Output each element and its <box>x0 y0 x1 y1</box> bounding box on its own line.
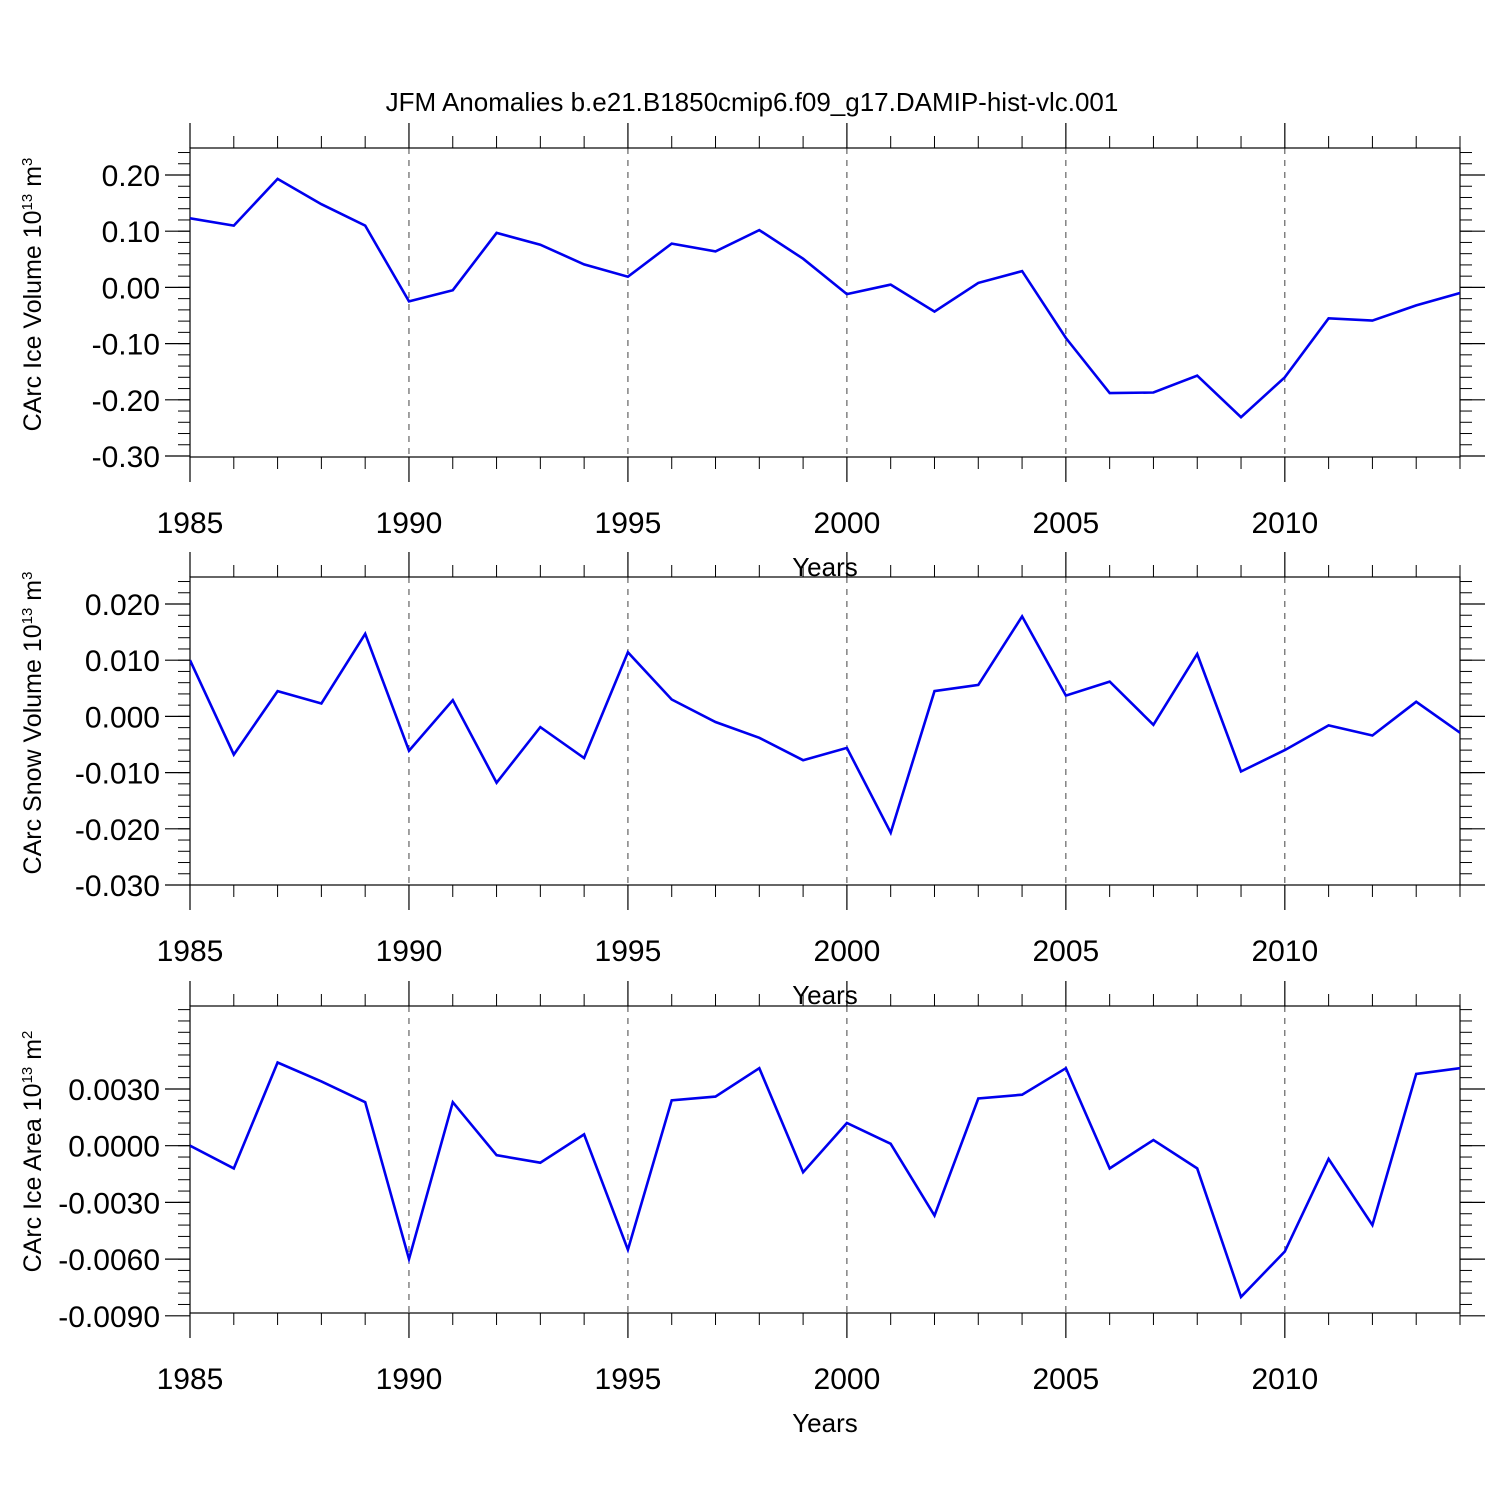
y-tick-label: 0.0000 <box>68 1131 160 1164</box>
y-axis-label: CArc Ice Volume 1013 m3 <box>19 158 47 432</box>
y-tick-label: -0.30 <box>92 441 160 474</box>
x-tick-label: 2000 <box>814 935 881 968</box>
x-tick-label: 2005 <box>1032 1363 1099 1396</box>
y-tick-label: -0.10 <box>92 329 160 362</box>
y-axis-label-superscript: 13 <box>19 194 36 211</box>
y-tick-label: -0.0030 <box>58 1187 160 1220</box>
y-tick-label: -0.0090 <box>58 1301 160 1334</box>
x-tick-label: 2005 <box>1032 507 1099 540</box>
y-axis-label-text: m <box>19 580 47 608</box>
y-tick-label: -0.20 <box>92 385 160 418</box>
y-tick-label: -0.010 <box>75 758 160 791</box>
x-tick-label: 2000 <box>814 507 881 540</box>
y-tick-label: 0.00 <box>102 272 160 305</box>
x-tick-label: 2000 <box>814 1363 881 1396</box>
y-axis-label-text: CArc Ice Volume 10 <box>19 210 47 431</box>
panel-1: 0.20 0.10 0.00 -0.10 -0.20 -0.30 1985 1990 1995 2… <box>19 123 1485 582</box>
series-line <box>190 1060 1460 1300</box>
x-tick-label: 1985 <box>157 935 224 968</box>
x-tick-label: 1990 <box>376 1363 443 1396</box>
y-axis-label-superscript: 3 <box>19 158 36 166</box>
x-tick-label: 1985 <box>157 507 224 540</box>
y-axis-label-text: CArc Snow Volume 10 <box>19 624 47 874</box>
y-axis-label: CArc Snow Volume 1013 m3 <box>19 572 47 875</box>
y-tick-label: 0.0030 <box>68 1074 160 1107</box>
y-tick-label: 0.10 <box>102 216 160 249</box>
x-tick-label: 1995 <box>595 1363 662 1396</box>
y-tick-label: 0.010 <box>85 645 160 678</box>
y-axis-label-superscript: 3 <box>19 572 36 580</box>
plot-frame <box>189 1005 1461 1314</box>
y-axis-label: CArc Ice Area 1013 m2 <box>19 1031 47 1273</box>
y-axis-label-superscript: 13 <box>19 1067 36 1084</box>
panel-3: 0.0030 0.0000 -0.0030 -0.0060 -0.0090 1985 199… <box>19 981 1485 1438</box>
y-tick-label: -0.030 <box>75 870 160 903</box>
x-tick-label: 1990 <box>376 935 443 968</box>
y-tick-label: -0.020 <box>75 814 160 847</box>
x-tick-label: 2005 <box>1032 935 1099 968</box>
chart-title: JFM Anomalies b.e21.B1850cmip6.f09_g17.D… <box>386 87 1119 117</box>
x-tick-label: 2010 <box>1251 1363 1318 1396</box>
x-tick-label: 1995 <box>595 507 662 540</box>
y-tick-label: -0.0060 <box>58 1244 160 1277</box>
series-line <box>190 177 1460 419</box>
x-tick-label: 2010 <box>1251 935 1318 968</box>
x-tick-label: 1990 <box>376 507 443 540</box>
y-tick-label: 0.000 <box>85 701 160 734</box>
x-axis-label: Years <box>792 1408 858 1438</box>
x-tick-label: 1995 <box>595 935 662 968</box>
y-axis-label-text: CArc Ice Area 10 <box>19 1083 47 1272</box>
plot-frame <box>189 147 1461 458</box>
panel-2: 0.020 0.010 0.000 -0.010 -0.020 -0.030 1985 199… <box>19 552 1485 1010</box>
plot-frame <box>189 576 1461 886</box>
y-tick-label: 0.020 <box>85 589 160 622</box>
y-tick-label: 0.20 <box>102 160 160 193</box>
y-axis-label-superscript: 2 <box>19 1031 36 1039</box>
series-line <box>190 613 1460 837</box>
x-tick-label: 2010 <box>1251 507 1318 540</box>
y-axis-label-superscript: 13 <box>19 608 36 625</box>
y-axis-label-text: m <box>19 1039 47 1067</box>
y-axis-label-text: m <box>19 166 47 194</box>
x-tick-label: 1985 <box>157 1363 224 1396</box>
